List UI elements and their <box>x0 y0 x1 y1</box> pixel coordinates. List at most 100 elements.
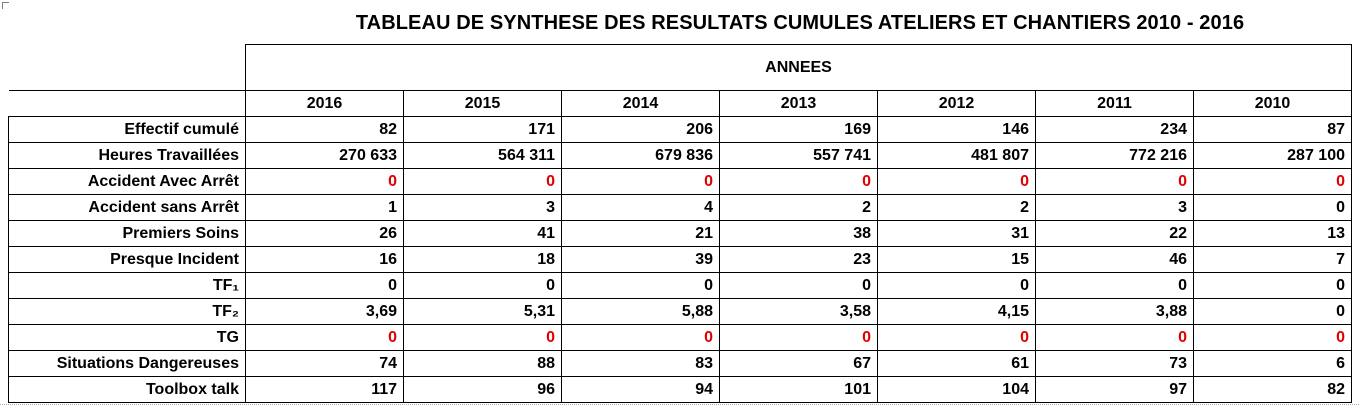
row-label: Accident Avec Arrêt <box>8 168 246 195</box>
value-cell: 101 <box>719 376 878 403</box>
row-label: Premiers Soins <box>8 220 246 247</box>
value-cell: 94 <box>561 376 720 403</box>
value-cell: 87 <box>1193 116 1352 143</box>
table-row: TF₂ 3,69 5,31 5,88 3,58 4,15 3,88 0 <box>8 298 1352 325</box>
value-cell: 83 <box>561 350 720 377</box>
value-cell: 3,69 <box>245 298 404 325</box>
value-cell: 67 <box>719 350 878 377</box>
value-cell: 0 <box>561 168 720 195</box>
value-cell: 88 <box>403 350 562 377</box>
value-cell: 557 741 <box>719 142 878 169</box>
row-label: TG <box>8 324 246 351</box>
value-cell: 23 <box>719 246 878 273</box>
value-cell: 74 <box>245 350 404 377</box>
row-label: Effectif cumulé <box>8 116 246 143</box>
value-cell: 5,31 <box>403 298 562 325</box>
page-break-line <box>0 404 1359 405</box>
value-cell: 0 <box>403 272 562 299</box>
value-cell: 0 <box>719 168 878 195</box>
year-header: 2016 <box>245 90 404 117</box>
value-cell: 41 <box>403 220 562 247</box>
table-row: Effectif cumulé 82 171 206 169 146 234 87 <box>8 116 1352 143</box>
value-cell: 46 <box>1035 246 1194 273</box>
value-cell: 0 <box>561 324 720 351</box>
table-title: TABLEAU DE SYNTHESE DES RESULTATS CUMULE… <box>355 12 1245 34</box>
row-label: Presque Incident <box>8 246 246 273</box>
row-label: Heures Travaillées <box>8 142 246 169</box>
value-cell: 0 <box>1193 324 1352 351</box>
value-cell: 117 <box>245 376 404 403</box>
row-label: Toolbox talk <box>8 376 246 403</box>
value-cell: 171 <box>403 116 562 143</box>
value-cell: 73 <box>1035 350 1194 377</box>
table-row: TG 0 0 0 0 0 0 0 <box>8 324 1352 351</box>
value-cell: 0 <box>877 324 1036 351</box>
value-cell: 97 <box>1035 376 1194 403</box>
value-cell: 3,88 <box>1035 298 1194 325</box>
value-cell: 0 <box>1193 298 1352 325</box>
value-cell: 2 <box>719 194 878 221</box>
table-row: Premiers Soins 26 41 21 38 31 22 13 <box>8 220 1352 247</box>
value-cell: 287 100 <box>1193 142 1352 169</box>
value-cell: 206 <box>561 116 720 143</box>
corner-cell <box>8 90 246 117</box>
value-cell: 2 <box>877 194 1036 221</box>
table-row: Accident sans Arrêt 1 3 4 2 2 3 0 <box>8 194 1352 221</box>
value-cell: 38 <box>719 220 878 247</box>
value-cell: 5,88 <box>561 298 720 325</box>
value-cell: 4,15 <box>877 298 1036 325</box>
table-row: Presque Incident 16 18 39 23 15 46 7 <box>8 246 1352 273</box>
value-cell: 13 <box>1193 220 1352 247</box>
value-cell: 0 <box>1193 168 1352 195</box>
value-cell: 3 <box>1035 194 1194 221</box>
row-label: Accident sans Arrêt <box>8 194 246 221</box>
years-group-header: ANNEES <box>245 44 1352 91</box>
value-cell: 96 <box>403 376 562 403</box>
year-header: 2011 <box>1035 90 1194 117</box>
table-row: Situations Dangereuses 74 88 83 67 61 73 6 <box>8 350 1352 377</box>
value-cell: 772 216 <box>1035 142 1194 169</box>
value-cell: 146 <box>877 116 1036 143</box>
year-header: 2013 <box>719 90 878 117</box>
value-cell: 82 <box>1193 376 1352 403</box>
value-cell: 7 <box>1193 246 1352 273</box>
value-cell: 82 <box>245 116 404 143</box>
value-cell: 1 <box>245 194 404 221</box>
value-cell: 0 <box>877 168 1036 195</box>
year-header: 2015 <box>403 90 562 117</box>
value-cell: 0 <box>719 272 878 299</box>
value-cell: 31 <box>877 220 1036 247</box>
value-cell: 0 <box>1035 168 1194 195</box>
year-header: 2010 <box>1193 90 1352 117</box>
value-cell: 22 <box>1035 220 1194 247</box>
value-cell: 15 <box>877 246 1036 273</box>
corner-cell <box>8 44 246 91</box>
value-cell: 18 <box>403 246 562 273</box>
row-label: TF₁ <box>8 272 246 299</box>
table-row: Toolbox talk 117 96 94 101 104 97 82 <box>8 376 1352 403</box>
value-cell: 0 <box>719 324 878 351</box>
value-cell: 3 <box>403 194 562 221</box>
value-cell: 481 807 <box>877 142 1036 169</box>
value-cell: 0 <box>561 272 720 299</box>
value-cell: 0 <box>1035 324 1194 351</box>
value-cell: 104 <box>877 376 1036 403</box>
value-cell: 0 <box>1035 272 1194 299</box>
row-label: TF₂ <box>8 298 246 325</box>
value-cell: 0 <box>403 168 562 195</box>
value-cell: 61 <box>877 350 1036 377</box>
value-cell: 0 <box>1193 272 1352 299</box>
value-cell: 0 <box>403 324 562 351</box>
page-corner-mark <box>2 2 9 9</box>
year-header: 2014 <box>561 90 720 117</box>
value-cell: 169 <box>719 116 878 143</box>
synthesis-table: ANNEES 2016 2015 2014 2013 2012 2011 201… <box>8 44 1352 403</box>
value-cell: 39 <box>561 246 720 273</box>
table-row: Heures Travaillées 270 633 564 311 679 836 5… <box>8 142 1352 169</box>
value-cell: 564 311 <box>403 142 562 169</box>
year-header-row: 2016 2015 2014 2013 2012 2011 2010 <box>8 90 1352 117</box>
table-row: TF₁ 0 0 0 0 0 0 0 <box>8 272 1352 299</box>
value-cell: 234 <box>1035 116 1194 143</box>
value-cell: 0 <box>877 272 1036 299</box>
value-cell: 0 <box>245 272 404 299</box>
